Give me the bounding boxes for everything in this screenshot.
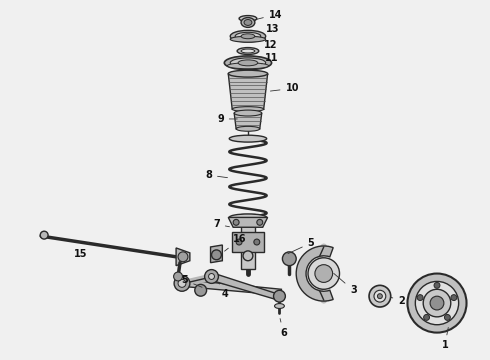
Ellipse shape [232,107,264,112]
Ellipse shape [238,60,258,66]
Ellipse shape [244,19,252,26]
Circle shape [423,289,451,317]
Ellipse shape [241,34,255,39]
Ellipse shape [227,63,269,69]
Ellipse shape [224,56,271,70]
Ellipse shape [229,214,267,221]
Polygon shape [182,279,281,295]
Ellipse shape [230,36,266,42]
Ellipse shape [241,18,255,27]
Circle shape [282,252,296,266]
Circle shape [315,265,333,282]
Circle shape [212,250,221,260]
Circle shape [205,270,219,283]
Polygon shape [211,245,222,263]
Text: 14: 14 [255,10,282,20]
Text: 13: 13 [260,24,279,35]
Circle shape [209,274,215,279]
Ellipse shape [228,70,268,77]
Ellipse shape [230,58,266,68]
Text: 16: 16 [224,234,247,251]
Text: 11: 11 [262,53,278,64]
Circle shape [273,290,285,302]
Text: 10: 10 [270,84,299,94]
Text: 9: 9 [217,114,237,124]
Text: 4: 4 [219,283,229,299]
Ellipse shape [230,30,266,42]
Text: 3: 3 [334,273,357,295]
Text: 5: 5 [182,275,202,287]
Polygon shape [228,74,268,109]
Polygon shape [234,113,262,129]
Circle shape [257,219,263,225]
Ellipse shape [234,110,262,116]
Ellipse shape [274,303,284,309]
Circle shape [374,290,386,302]
Ellipse shape [236,126,260,131]
Wedge shape [296,246,333,301]
Circle shape [178,279,186,287]
Circle shape [416,282,459,325]
Circle shape [424,314,430,320]
Polygon shape [212,273,281,301]
Circle shape [377,294,382,299]
Text: 7: 7 [213,219,229,229]
Circle shape [233,219,239,225]
Circle shape [434,282,440,288]
Circle shape [236,239,242,245]
Circle shape [430,296,444,310]
Circle shape [174,275,190,291]
Circle shape [451,294,457,301]
Bar [241,215,255,269]
Text: 12: 12 [258,40,277,50]
Circle shape [254,239,260,245]
Circle shape [369,285,391,307]
Text: 1: 1 [441,328,448,350]
Text: 6: 6 [280,319,287,338]
Text: 5: 5 [288,238,315,254]
Circle shape [195,284,207,296]
Circle shape [40,231,48,239]
Circle shape [243,251,253,261]
Polygon shape [176,248,190,266]
Ellipse shape [239,15,257,22]
Ellipse shape [237,48,259,54]
Ellipse shape [235,32,261,40]
Circle shape [308,258,340,289]
Ellipse shape [241,49,255,53]
Ellipse shape [229,135,267,142]
Circle shape [408,274,466,333]
Polygon shape [228,217,268,227]
Text: 8: 8 [205,170,227,180]
Circle shape [417,294,423,301]
Text: 15: 15 [74,242,89,259]
Polygon shape [232,232,264,252]
Circle shape [178,252,188,262]
Circle shape [444,314,450,320]
Circle shape [173,272,182,281]
Text: 2: 2 [391,296,405,306]
